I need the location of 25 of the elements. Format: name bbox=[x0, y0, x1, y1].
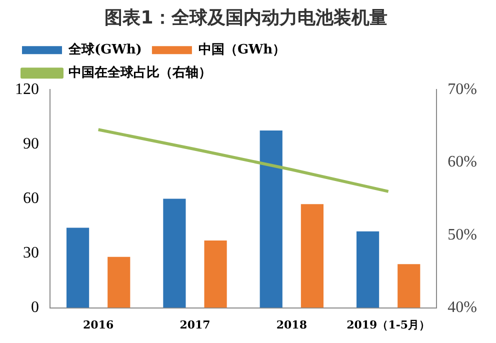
legend-label: 中国（GWh） bbox=[198, 42, 286, 58]
y2-tick-label: 50% bbox=[448, 226, 477, 244]
bar bbox=[356, 231, 380, 308]
bar bbox=[204, 240, 227, 308]
legend-label: 全球(GWh) bbox=[68, 41, 142, 58]
y2-tick-label: 70% bbox=[448, 80, 477, 98]
x-tick-label: 2017 bbox=[180, 318, 210, 332]
bar bbox=[398, 264, 420, 308]
legend-label: 中国在全球占比（右轴） bbox=[68, 64, 212, 80]
x-tick-label: 2019（1-5月） bbox=[346, 318, 430, 332]
y2-tick-label: 40% bbox=[448, 299, 477, 316]
y-tick-label: 120 bbox=[15, 80, 39, 98]
y2-tick-label: 60% bbox=[448, 154, 477, 171]
bar bbox=[260, 130, 282, 308]
bar bbox=[66, 228, 90, 308]
bar bbox=[108, 256, 130, 308]
bar bbox=[300, 204, 324, 308]
y-tick-label: 30 bbox=[23, 244, 39, 262]
y-tick-label: 60 bbox=[23, 190, 39, 207]
y-tick-label: 90 bbox=[23, 135, 39, 152]
x-tick-label: 2016 bbox=[83, 318, 114, 332]
bar bbox=[163, 198, 186, 308]
y-tick-label: 0 bbox=[31, 299, 39, 316]
x-tick-label: 2018 bbox=[276, 318, 308, 332]
chart-title: 图表1：全球及国内动力电池装机量 bbox=[104, 7, 388, 28]
